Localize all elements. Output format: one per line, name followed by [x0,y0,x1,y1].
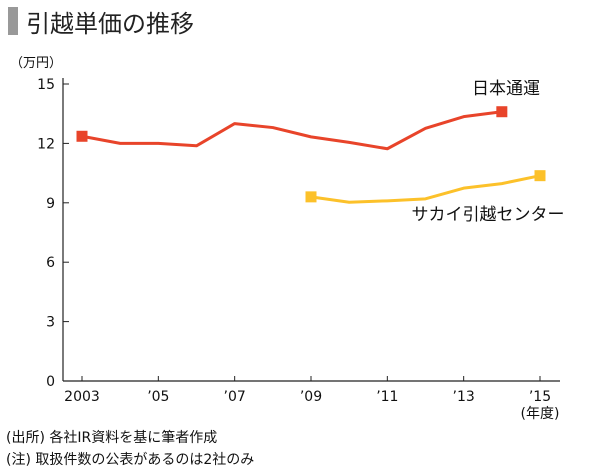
y-tick-label: 9 [46,196,55,212]
y-tick-label: 0 [46,374,55,390]
series-endpoint-marker [76,130,88,142]
y-tick-label: 15 [37,77,55,93]
y-unit-label: （万円） [10,56,62,71]
series-endpoint-marker [496,106,508,118]
source-note: (出所) 各社IR資料を基に筆者作成 [6,430,218,446]
x-tick-label: ’15 [529,389,551,405]
y-tick-label: 12 [37,136,55,152]
series-label: 日本通運 [472,79,540,99]
x-tick-label: ’05 [147,389,169,405]
series-label: サカイ引越センター [412,205,565,225]
x-tick-label: ’07 [224,389,246,405]
x-tick-label: ’13 [453,389,475,405]
series-endpoint-marker [534,170,546,182]
chart-title: 引越単価の推移 [8,4,194,38]
y-tick-label: 3 [46,315,55,331]
x-unit-label: (年度) [521,406,560,422]
series-endpoint-marker [305,191,317,203]
x-tick-label: 2003 [64,389,100,405]
footnote: (注) 取扱件数の公表があるのは2社のみ [6,452,255,468]
series-line [310,174,541,204]
x-tick-label: ’11 [376,389,398,405]
title-text: 引越単価の推移 [26,9,194,38]
x-tick-label: ’09 [300,389,322,405]
title-bar [8,7,18,35]
series-line [81,110,503,151]
y-tick-label: 6 [46,255,55,271]
